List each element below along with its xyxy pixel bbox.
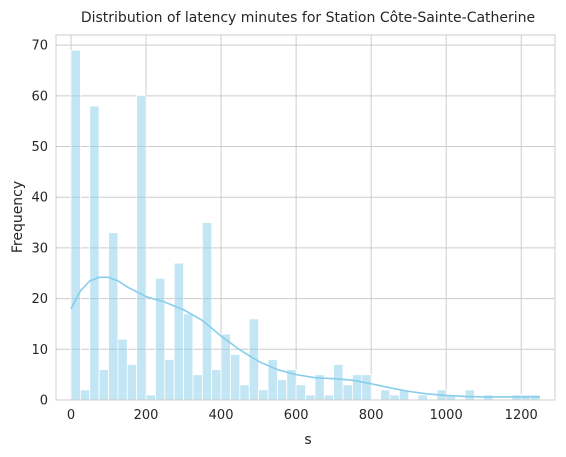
y-tick-label: 40	[31, 191, 48, 206]
histogram-bar	[183, 313, 194, 401]
histogram-bar	[117, 338, 128, 401]
y-tick-label: 60	[31, 89, 48, 104]
histogram-bar	[79, 389, 91, 401]
y-axis-ticks: 0 10 20 30 40 50 60 70	[31, 39, 48, 409]
histogram-bar	[258, 389, 269, 401]
histogram-bar	[164, 359, 175, 401]
y-axis-label: Frequency	[10, 181, 26, 253]
histogram-bar	[155, 277, 166, 401]
histogram-bar	[295, 384, 306, 401]
x-tick-label: 0	[67, 408, 75, 423]
histogram-bar	[351, 374, 363, 401]
histogram-bar	[239, 384, 250, 401]
histogram-bar	[333, 364, 344, 401]
y-tick-label: 50	[31, 140, 48, 155]
y-tick-label: 10	[31, 343, 48, 358]
histogram-bar	[192, 374, 203, 401]
histogram-bar	[380, 389, 391, 401]
x-tick-label: 800	[359, 408, 384, 423]
histogram-bars	[70, 49, 541, 401]
histogram-bar	[108, 232, 119, 401]
histogram-bar	[126, 364, 138, 401]
histogram-bar	[201, 222, 213, 401]
grid-lines	[56, 35, 555, 401]
kde-curve	[70, 276, 540, 398]
histogram-bar	[305, 394, 316, 401]
x-tick-label: 200	[134, 408, 159, 423]
histogram-bar	[173, 262, 184, 401]
x-axis-ticks: 0 200 400 600 800 1000 1200	[67, 408, 538, 423]
y-tick-label: 0	[40, 394, 48, 409]
histogram-bar	[323, 394, 335, 401]
y-tick-label: 30	[31, 241, 48, 256]
histogram-bar	[145, 394, 156, 401]
histogram-bar	[389, 394, 400, 401]
histogram-bar	[98, 369, 109, 401]
x-tick-label: 1000	[430, 408, 463, 423]
y-tick-label: 20	[31, 292, 48, 307]
histogram-bar	[70, 49, 81, 401]
histogram-bar	[89, 105, 100, 401]
histogram-bar	[464, 389, 475, 401]
chart-title: Distribution of latency minutes for Stat…	[81, 10, 535, 26]
histogram-bar	[220, 333, 231, 401]
histogram-bar	[276, 379, 288, 401]
histogram-bar	[342, 384, 353, 401]
x-tick-label: 400	[209, 408, 234, 423]
plot-frame	[55, 34, 556, 401]
histogram-bar	[230, 353, 241, 401]
x-tick-label: 600	[284, 408, 309, 423]
histogram-bar	[417, 394, 428, 401]
x-axis-label: s	[304, 432, 311, 448]
histogram-bar	[211, 369, 222, 401]
histogram-bar	[361, 374, 372, 401]
y-tick-label: 70	[31, 39, 48, 54]
x-tick-label: 1200	[505, 408, 538, 423]
histogram-bar	[136, 95, 147, 401]
